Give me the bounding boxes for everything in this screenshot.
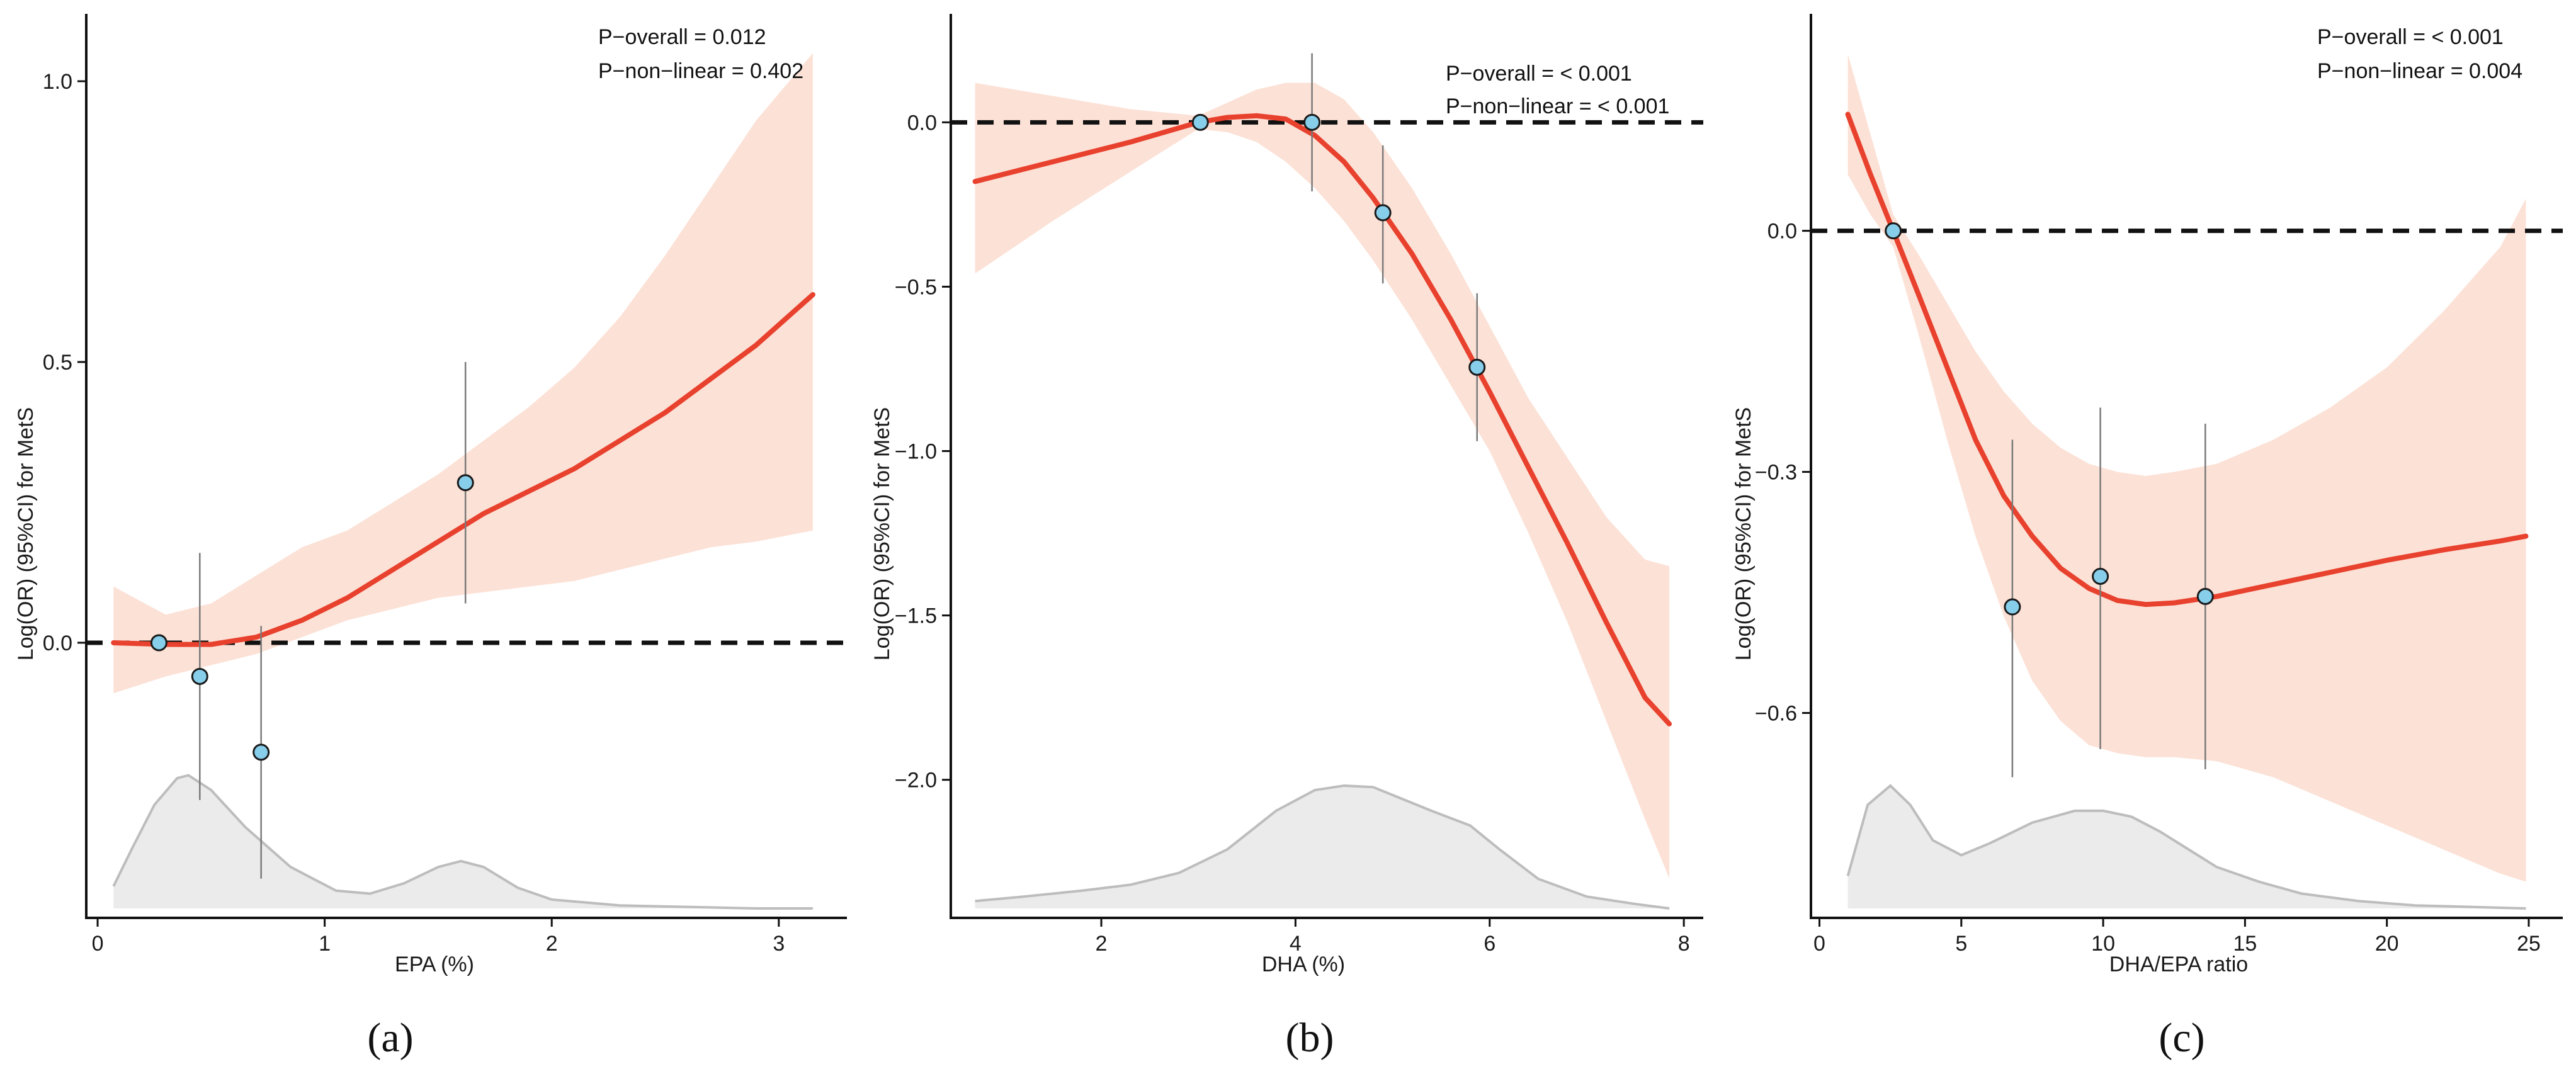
x-tick-label: 25 — [2517, 932, 2541, 956]
p-overall-label: P−overall = 0.012 — [598, 25, 766, 49]
data-point — [1468, 358, 1486, 376]
point-layer — [150, 474, 474, 761]
panel-c: 0 5 10 15 20 25 −0.6 −0.3 0.0 P−overall = < 0.00… — [1732, 14, 2563, 1061]
data-point — [191, 667, 208, 685]
y-tick-label: 0.0 — [1767, 220, 1797, 244]
panel-label: (c) — [2159, 1015, 2204, 1061]
ci-band-layer — [1847, 54, 2526, 882]
point-layer — [1885, 222, 2214, 616]
x-tick-label: 5 — [1955, 932, 1967, 956]
curve-layer — [1845, 111, 2529, 608]
point-layer — [1191, 113, 1486, 376]
data-point — [150, 634, 167, 652]
data-point — [2092, 568, 2109, 585]
y-tick-label: −0.5 — [895, 275, 937, 299]
y-tick-label: −1.0 — [895, 440, 937, 464]
ci-band — [113, 53, 813, 694]
axes-layer: 0 5 10 15 20 25 −0.6 −0.3 0.0 — [1755, 14, 2563, 956]
x-tick-label: 20 — [2375, 932, 2399, 956]
x-axis-title: EPA (%) — [395, 952, 474, 976]
density-layer — [112, 774, 813, 910]
x-tick-label: 2 — [1096, 932, 1108, 956]
x-tick-label: 1 — [319, 932, 331, 956]
panel-a: 0 1 2 3 0.0 0.5 1.0 P−overall = 0.012 P−non−li… — [14, 14, 847, 1061]
y-axis-title: Log(OR) (95%CI) for MetS — [14, 407, 38, 660]
data-point — [1303, 113, 1321, 131]
data-point — [2196, 587, 2214, 605]
y-axis-title: Log(OR) (95%CI) for MetS — [1732, 407, 1756, 660]
p-nonlinear-label: P−non−linear = 0.402 — [598, 59, 803, 83]
density-outline — [112, 774, 813, 910]
x-tick-label: 4 — [1290, 932, 1302, 956]
y-tick-label: −0.3 — [1755, 461, 1797, 485]
data-point — [1191, 113, 1209, 131]
fitted-curve — [111, 291, 815, 647]
y-tick-label: −1.5 — [895, 604, 937, 628]
x-tick-label: 10 — [2091, 932, 2115, 956]
x-tick-label: 8 — [1678, 932, 1690, 956]
density-outline — [1846, 784, 2526, 910]
x-tick-label: 0 — [1813, 932, 1825, 956]
x-tick-label: 6 — [1484, 932, 1495, 956]
p-overall-label: P−overall = < 0.001 — [1446, 62, 1632, 86]
density-layer — [975, 784, 1670, 910]
fitted-curve — [972, 113, 1672, 726]
density-area — [1847, 785, 2526, 908]
y-axis-title: Log(OR) (95%CI) for MetS — [870, 407, 894, 660]
p-nonlinear-label: P−non−linear = 0.004 — [2317, 59, 2522, 83]
fitted-curve — [1845, 111, 2529, 608]
data-point — [1885, 222, 1902, 240]
x-tick-label: 0 — [92, 932, 104, 956]
ci-band-layer — [113, 53, 813, 694]
density-area — [113, 775, 813, 908]
p-overall-label: P−overall = < 0.001 — [2317, 25, 2504, 49]
panel-b: 2 4 6 8 −2.0 −1.5 −1.0 −0.5 0.0 P−overall = < 0.… — [870, 14, 1703, 1061]
density-layer — [1846, 784, 2526, 910]
ci-band — [975, 82, 1670, 879]
y-tick-label: 0.0 — [43, 631, 72, 655]
data-point — [457, 474, 474, 492]
x-axis-title: DHA/EPA ratio — [2109, 952, 2248, 976]
panel-label: (a) — [367, 1015, 413, 1061]
ci-band — [1847, 54, 2526, 882]
y-tick-label: 0.5 — [43, 351, 72, 375]
x-tick-label: 3 — [773, 932, 785, 956]
axes-layer: 2 4 6 8 −2.0 −1.5 −1.0 −0.5 0.0 — [895, 14, 1703, 956]
y-tick-label: 1.0 — [43, 70, 72, 94]
x-axis-title: DHA (%) — [1262, 952, 1345, 976]
y-tick-label: −0.6 — [1755, 702, 1797, 726]
y-tick-label: 0.0 — [907, 111, 937, 135]
y-tick-label: −2.0 — [895, 769, 937, 793]
x-tick-label: 2 — [546, 932, 558, 956]
data-point — [2004, 598, 2021, 616]
ci-band-layer — [975, 82, 1670, 879]
curve-layer — [111, 291, 815, 647]
density-area — [975, 785, 1670, 908]
data-point — [1374, 204, 1392, 222]
density-outline — [975, 784, 1670, 910]
p-nonlinear-label: P−non−linear = < 0.001 — [1446, 94, 1669, 118]
panel-label: (b) — [1286, 1015, 1334, 1061]
x-tick-label: 15 — [2233, 932, 2257, 956]
data-point — [252, 743, 270, 761]
curve-layer — [972, 113, 1672, 726]
axes-layer: 0 1 2 3 0.0 0.5 1.0 — [43, 14, 847, 956]
